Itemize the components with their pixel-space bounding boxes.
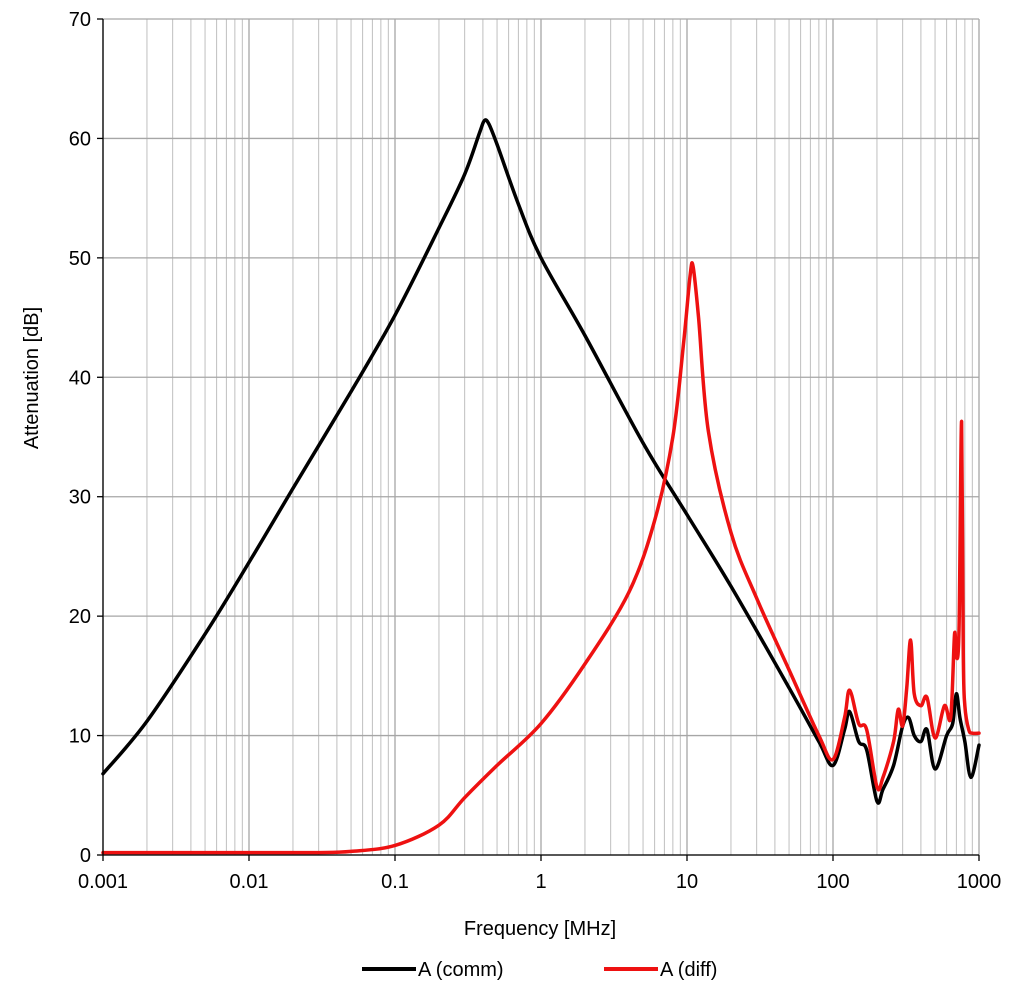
series-line-comm <box>101 118 981 805</box>
y-axis-title: Attenuation [dB] <box>21 307 43 449</box>
x-tick-label: 1000 <box>957 871 1002 893</box>
y-tick-label: 60 <box>69 128 91 150</box>
y-tick-labels: 0 10 20 30 40 50 60 70 <box>69 9 91 867</box>
y-tick-label: 70 <box>69 9 91 31</box>
x-tick-label: 0.1 <box>381 871 409 893</box>
series-layer <box>101 118 981 855</box>
y-tick-label: 0 <box>80 845 91 867</box>
series-line-diff <box>101 261 981 855</box>
x-tick-label: 1 <box>535 871 546 893</box>
legend-label-diff: A (diff) <box>660 959 717 981</box>
y-tick-label: 50 <box>69 248 91 270</box>
y-tick-label: 10 <box>69 726 91 748</box>
x-axis-title: Frequency [MHz] <box>464 918 616 940</box>
x-tick-label: 100 <box>816 871 849 893</box>
x-tick-label: 0.01 <box>230 871 269 893</box>
x-tick-label: 0.001 <box>78 871 128 893</box>
plot-axes <box>97 18 980 861</box>
y-tick-label: 20 <box>69 606 91 628</box>
legend-label-comm: A (comm) <box>418 959 504 981</box>
y-tick-label: 30 <box>69 487 91 509</box>
x-tick-labels: 0.001 0.01 0.1 1 10 100 1000 <box>78 871 1001 893</box>
x-tick-label: 10 <box>676 871 698 893</box>
minor-grid <box>146 19 973 855</box>
legend: A (comm) A (diff) <box>362 959 717 981</box>
y-tick-label: 40 <box>69 367 91 389</box>
